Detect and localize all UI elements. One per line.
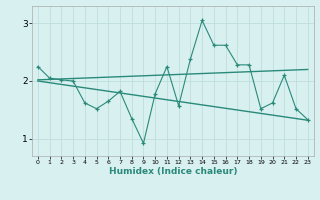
X-axis label: Humidex (Indice chaleur): Humidex (Indice chaleur) — [108, 167, 237, 176]
